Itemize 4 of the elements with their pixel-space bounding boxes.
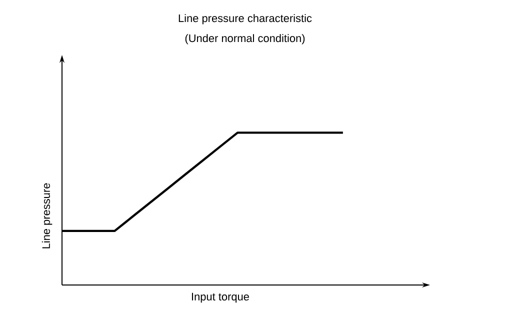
y-axis-title: Line pressure — [42, 183, 52, 248]
chart-title: Line pressure characteristic — [178, 14, 312, 24]
chart-subtitle: (Under normal condition) — [185, 34, 305, 44]
x-axis-title: Input torque — [192, 292, 249, 303]
